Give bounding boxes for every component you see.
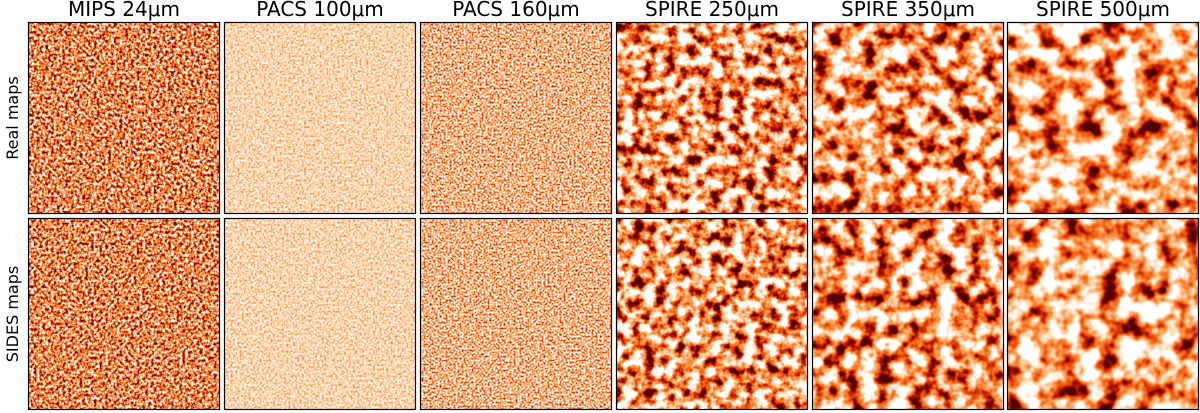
panel-frame (27, 217, 221, 411)
map-panel (812, 218, 1004, 410)
map-panel (616, 218, 808, 410)
map-panel (616, 22, 808, 214)
map-panel (1007, 22, 1199, 214)
map-panel (28, 22, 220, 214)
column-title: SPIRE 500μm (1036, 0, 1170, 21)
map-panel (224, 22, 416, 214)
column-title: MIPS 24μm (68, 0, 180, 21)
panel-frame (27, 21, 221, 215)
panel-frame (1006, 21, 1200, 215)
column-title: SPIRE 250μm (645, 0, 779, 21)
map-panel (1007, 218, 1199, 410)
panel-frame (615, 217, 809, 411)
map-panel (420, 22, 612, 214)
panel-frame (615, 21, 809, 215)
panel-frame (419, 21, 613, 215)
map-panel (420, 218, 612, 410)
column-title: PACS 100μm (256, 0, 384, 21)
panel-frame (419, 217, 613, 411)
map-panel (224, 218, 416, 410)
panel-frame (223, 21, 417, 215)
panel-frame (223, 217, 417, 411)
map-panel (28, 218, 220, 410)
panel-frame (811, 21, 1005, 215)
map-panel (812, 22, 1004, 214)
panel-frame (1006, 217, 1200, 411)
column-title: SPIRE 350μm (841, 0, 975, 21)
panel-frame (811, 217, 1005, 411)
row-label: Real maps (3, 76, 22, 159)
column-title: PACS 160μm (452, 0, 580, 21)
row-label: SIDES maps (3, 266, 22, 362)
